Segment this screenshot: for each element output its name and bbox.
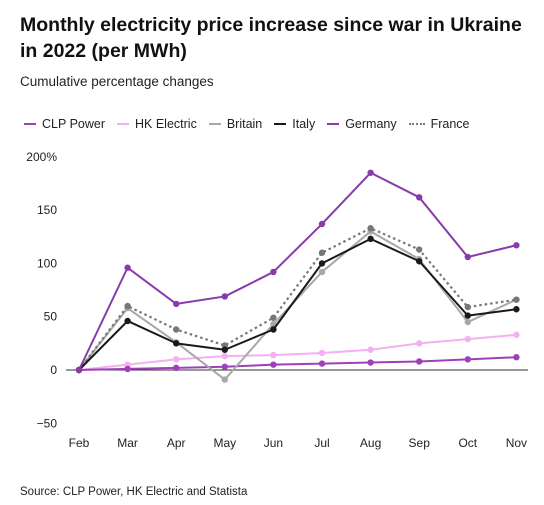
data-point-clp-power — [270, 361, 277, 368]
data-point-hk-electric — [416, 340, 423, 347]
legend-swatch — [408, 123, 425, 125]
data-point-clp-power — [318, 360, 326, 367]
legend-swatch — [117, 123, 129, 125]
legend-swatch — [327, 123, 340, 125]
chart-legend: CLP Power HK Electric Britain Italy Germany F… — [24, 117, 482, 131]
data-point-italy — [270, 326, 277, 333]
data-point-italy — [416, 258, 423, 265]
y-tick-label: −50 — [37, 416, 58, 430]
data-point-germany — [75, 366, 83, 374]
legend-label: Italy — [292, 117, 316, 131]
series-line-france — [78, 227, 517, 371]
legend-item-clp-power: CLP Power — [24, 117, 105, 131]
legend-label: Britain — [226, 117, 263, 131]
data-point-hk-electric — [318, 349, 326, 357]
data-point-italy — [173, 340, 180, 347]
y-tick-label: 50 — [44, 310, 58, 324]
data-point-italy — [464, 312, 471, 319]
y-tick-label: 100 — [37, 256, 57, 270]
x-tick-label: May — [213, 436, 236, 450]
x-tick-label: Oct — [458, 436, 477, 450]
data-point-italy — [221, 346, 228, 353]
legend-swatch — [274, 123, 287, 125]
y-tick-label: 150 — [37, 203, 57, 217]
legend-label: France — [430, 117, 470, 131]
data-point-germany — [318, 220, 326, 228]
series-france — [75, 225, 520, 374]
x-tick-label: Aug — [360, 436, 381, 450]
data-point-germany — [270, 268, 277, 276]
legend-swatch — [24, 123, 36, 125]
data-point-germany — [221, 293, 228, 300]
data-point-clp-power — [221, 363, 228, 371]
series-line-clp-power — [78, 356, 517, 371]
series-line-italy — [78, 237, 517, 371]
data-point-france — [124, 302, 131, 310]
x-tick-label: Feb — [69, 436, 90, 450]
x-tick-label: Nov — [506, 436, 527, 450]
x-tick-label: Apr — [167, 436, 186, 450]
legend-item-france: France — [408, 117, 470, 131]
data-point-france — [464, 303, 471, 311]
data-point-germany — [124, 264, 131, 271]
chart-source: Source: CLP Power, HK Electric and Stati… — [20, 486, 248, 498]
data-point-hk-electric — [173, 356, 180, 363]
data-point-france — [318, 249, 326, 256]
data-point-clp-power — [124, 365, 131, 373]
x-tick-label: Jun — [264, 436, 283, 450]
series-hk-electric — [75, 331, 520, 374]
data-point-france — [416, 246, 423, 253]
data-point-italy — [513, 306, 520, 313]
data-point-france — [173, 326, 180, 333]
legend-swatch — [208, 123, 221, 125]
data-point-france — [367, 225, 374, 232]
legend-label: HK Electric — [135, 117, 197, 131]
x-tick-label: Sep — [409, 436, 431, 450]
data-point-clp-power — [416, 358, 423, 365]
legend-label: Germany — [345, 117, 397, 131]
data-point-clp-power — [173, 364, 180, 372]
x-tick-label: Mar — [117, 436, 138, 450]
series-germany — [75, 169, 520, 374]
data-point-italy — [367, 235, 374, 243]
data-point-clp-power — [464, 356, 471, 363]
data-point-germany — [367, 169, 374, 176]
data-point-clp-power — [513, 354, 520, 361]
legend-item-hk-electric: HK Electric — [117, 117, 197, 131]
data-point-italy — [318, 260, 326, 267]
legend-item-germany: Germany — [327, 117, 397, 131]
legend-item-italy: Italy — [274, 117, 315, 131]
data-point-britain — [464, 318, 471, 326]
data-point-hk-electric — [270, 351, 277, 359]
data-point-hk-electric — [367, 346, 374, 353]
chart-title: Monthly electricity price increase since… — [20, 14, 522, 62]
data-point-britain — [318, 268, 326, 276]
y-tick-label: 200% — [26, 150, 57, 164]
data-point-hk-electric — [221, 352, 228, 360]
data-point-hk-electric — [464, 335, 471, 343]
data-point-germany — [173, 300, 180, 308]
series-line-germany — [78, 171, 517, 371]
y-tick-label: 0 — [50, 363, 57, 377]
chart-subtitle: Cumulative percentage changes — [20, 74, 214, 89]
series-line-hk-electric — [78, 333, 517, 371]
data-point-clp-power — [367, 359, 374, 366]
data-point-germany — [416, 194, 423, 201]
x-tick-label: Jul — [314, 436, 329, 450]
data-point-germany — [513, 242, 520, 249]
data-point-france — [513, 296, 520, 303]
series-line-britain — [78, 230, 517, 381]
data-point-britain — [221, 376, 228, 383]
data-point-italy — [124, 317, 131, 325]
legend-label: CLP Power — [42, 117, 105, 131]
legend-item-britain: Britain — [208, 117, 263, 131]
data-point-hk-electric — [513, 331, 520, 339]
data-point-france — [270, 314, 277, 321]
data-point-germany — [464, 253, 471, 261]
